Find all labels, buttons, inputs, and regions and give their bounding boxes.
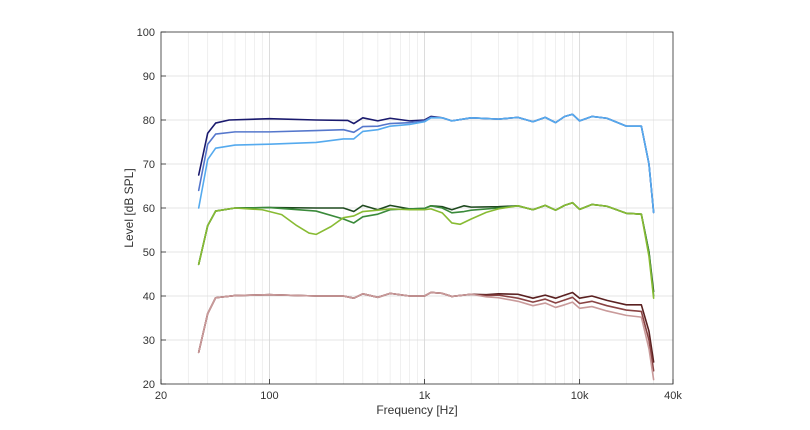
x-axis-label: Frequency [Hz] (376, 403, 457, 417)
y-axis-ticks: 20 30 40 50 60 70 80 90 100 (137, 27, 166, 391)
x-tick-label: 100 (260, 390, 278, 402)
y-tick-label: 70 (143, 159, 155, 171)
y-tick-label: 40 (143, 291, 155, 303)
y-tick-label: 80 (143, 115, 155, 127)
x-tick-label: 20 (155, 390, 167, 402)
y-tick-label: 90 (143, 71, 155, 83)
x-tick-label: 40k (664, 390, 682, 402)
x-axis-ticks: 20 100 1k 10k 40k (155, 379, 682, 402)
y-tick-label: 100 (137, 27, 155, 39)
y-tick-label: 60 (143, 203, 155, 215)
x-tick-label: 1k (419, 390, 431, 402)
x-tick-label: 10k (571, 390, 589, 402)
series-line-3 (197, 113, 655, 214)
series-line-6 (197, 201, 655, 299)
series-lines (197, 113, 655, 381)
y-tick-label: 50 (143, 247, 155, 259)
series-line-9 (197, 291, 655, 381)
y-tick-label: 20 (143, 379, 155, 391)
y-axis-label: Level [dB SPL] (122, 168, 136, 247)
y-tick-label: 30 (143, 335, 155, 347)
